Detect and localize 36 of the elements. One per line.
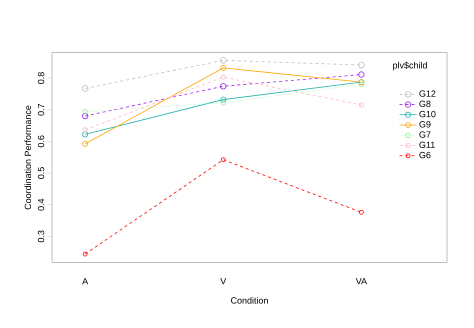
x-tick-label: A xyxy=(82,278,88,284)
point xyxy=(220,100,226,106)
legend-label: G11 xyxy=(419,142,435,148)
point xyxy=(358,210,364,215)
point xyxy=(220,65,226,71)
legend-label: G7 xyxy=(419,131,430,138)
legend-label: G10 xyxy=(419,110,436,118)
point xyxy=(82,127,88,132)
point xyxy=(220,83,226,90)
y-tick-label: 0.5 xyxy=(38,167,44,179)
point xyxy=(220,74,226,80)
y-tick-label: 0.7 xyxy=(38,104,44,116)
point xyxy=(82,112,88,120)
point xyxy=(82,108,88,114)
legend-label: G6 xyxy=(419,152,431,158)
x-tick-label: V xyxy=(220,278,226,284)
y-tick-label: 0.8 xyxy=(38,72,44,84)
point xyxy=(358,71,365,78)
point xyxy=(220,157,226,162)
point xyxy=(358,102,364,108)
point xyxy=(358,82,364,88)
legend-title: plv$child xyxy=(393,62,427,70)
y-tick-label: 0.6 xyxy=(38,136,44,148)
legend-label: G12 xyxy=(419,90,436,97)
point xyxy=(82,85,88,92)
y-axis-title: Coordination Performance xyxy=(24,106,32,210)
legend-label: G9 xyxy=(419,121,430,128)
point xyxy=(220,57,227,64)
y-tick-label: 0.4 xyxy=(38,198,44,211)
point xyxy=(220,96,226,103)
y-tick-label: 0.3 xyxy=(38,230,44,242)
point xyxy=(358,62,365,68)
legend-label: G8 xyxy=(419,100,431,108)
x-tick-label: VA xyxy=(356,278,368,284)
point xyxy=(82,252,88,256)
x-axis-title: Condition xyxy=(231,297,268,304)
